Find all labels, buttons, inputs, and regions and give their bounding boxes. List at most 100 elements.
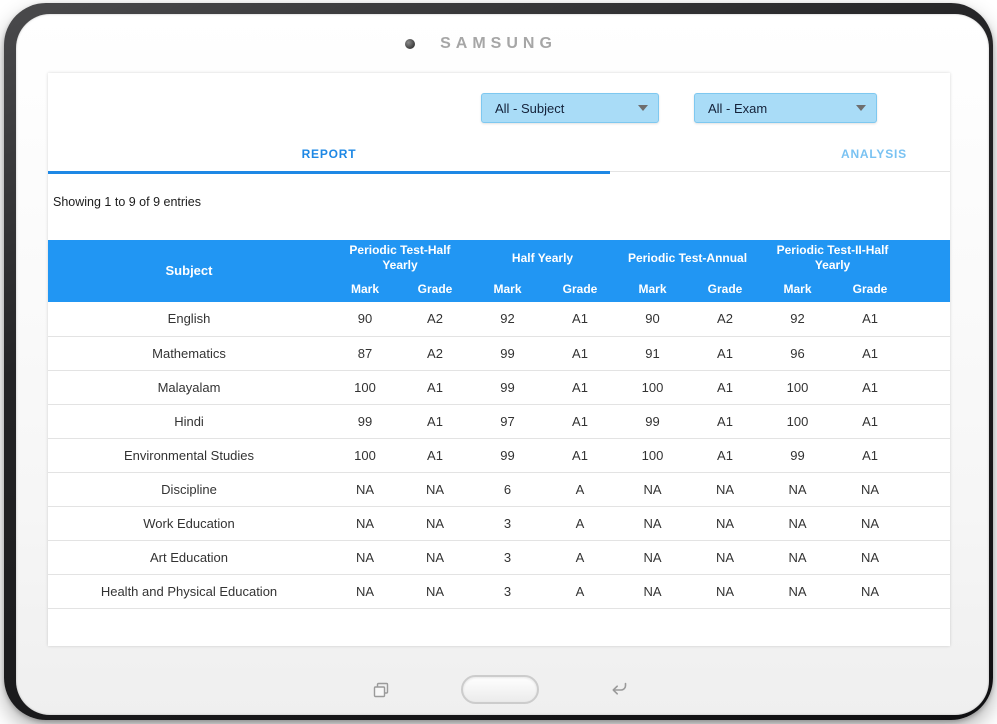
grade-cell: NA (400, 540, 470, 575)
recent-apps-button[interactable] (371, 680, 391, 700)
mark-cell: NA (760, 574, 836, 609)
subject-filter-dropdown[interactable]: All - Subject (481, 93, 659, 123)
table-row: Hindi 99 A1 97 A1 99 A1 100 A1 (48, 404, 950, 439)
app-screen: All - Subject All - Exam REPORT ANALYSIS… (48, 73, 950, 646)
grade-cell: A2 (400, 302, 470, 337)
mark-cell: 91 (615, 336, 690, 371)
grade-cell: A1 (835, 404, 906, 439)
table-body: English 90 A2 92 A1 90 A2 92 A1 Mathemat… (48, 302, 950, 609)
grade-header[interactable]: Grade (400, 276, 470, 302)
brand-logo: SAMSUNG (440, 35, 557, 52)
mark-cell: 99 (615, 404, 690, 439)
mark-cell: NA (330, 540, 400, 575)
mark-header[interactable]: Mark (760, 276, 836, 302)
grade-cell: NA (690, 506, 761, 541)
grade-cell: A (545, 574, 615, 609)
mark-cell: 6 (470, 472, 545, 507)
table-row: Discipline NA NA 6 A NA NA NA NA (48, 472, 950, 507)
exam-filter-dropdown[interactable]: All - Exam (694, 93, 877, 123)
grade-cell: A1 (545, 302, 615, 337)
grade-header[interactable]: Grade (835, 276, 906, 302)
mark-cell: 92 (760, 302, 836, 337)
grade-cell: A (545, 506, 615, 541)
grade-cell: A1 (835, 336, 906, 371)
mark-cell: 100 (615, 370, 690, 405)
mark-cell: 3 (470, 574, 545, 609)
mark-cell: 87 (330, 336, 400, 371)
column-group-periodic-test-ii-half-yearly: Periodic Test-II-Half Yearly (760, 240, 906, 276)
grade-cell: A1 (690, 404, 761, 439)
grade-cell: A1 (690, 370, 761, 405)
grade-cell: NA (835, 506, 906, 541)
home-button[interactable] (461, 675, 539, 704)
grade-cell: A1 (400, 404, 470, 439)
subject-cell: Work Education (48, 506, 330, 541)
grade-cell: NA (690, 574, 761, 609)
grade-cell: NA (690, 540, 761, 575)
row-spacer (905, 472, 950, 507)
table-row: Health and Physical Education NA NA 3 A … (48, 574, 950, 609)
subject-cell: Environmental Studies (48, 438, 330, 473)
mark-cell: 99 (330, 404, 400, 439)
table-row: Environmental Studies 100 A1 99 A1 100 A… (48, 438, 950, 473)
report-table: Subject Periodic Test-Half Yearly Half Y… (48, 240, 950, 609)
subject-cell: Health and Physical Education (48, 574, 330, 609)
grade-cell: A (545, 472, 615, 507)
mark-cell: 99 (470, 336, 545, 371)
grade-header[interactable]: Grade (690, 276, 761, 302)
mark-cell: 92 (470, 302, 545, 337)
column-group-periodic-test-half-yearly: Periodic Test-Half Yearly (330, 240, 470, 276)
row-spacer (905, 302, 950, 337)
subject-cell: Art Education (48, 540, 330, 575)
grade-cell: NA (400, 506, 470, 541)
table-row: Work Education NA NA 3 A NA NA NA NA (48, 506, 950, 541)
subject-cell: Discipline (48, 472, 330, 507)
tab-report[interactable]: REPORT (48, 135, 610, 174)
tab-analysis[interactable]: ANALYSIS (814, 135, 934, 172)
exam-filter-value: All - Exam (708, 100, 768, 116)
grade-header[interactable]: Grade (545, 276, 615, 302)
back-button[interactable] (609, 680, 629, 700)
row-spacer (905, 336, 950, 371)
mark-cell: NA (330, 506, 400, 541)
mark-cell: NA (760, 540, 836, 575)
mark-header[interactable]: Mark (615, 276, 690, 302)
tab-report-label: REPORT (301, 146, 357, 161)
grade-cell: A1 (835, 302, 906, 337)
grade-cell: A (545, 540, 615, 575)
table-row: English 90 A2 92 A1 90 A2 92 A1 (48, 302, 950, 337)
subject-cell: Malayalam (48, 370, 330, 405)
row-spacer (905, 540, 950, 575)
mark-header[interactable]: Mark (330, 276, 400, 302)
row-spacer (905, 438, 950, 473)
row-spacer (905, 506, 950, 541)
grade-cell: A1 (400, 438, 470, 473)
front-camera-icon (405, 39, 415, 49)
mark-cell: 100 (330, 370, 400, 405)
grade-cell: A1 (835, 370, 906, 405)
mark-cell: 100 (330, 438, 400, 473)
row-spacer (905, 574, 950, 609)
mark-cell: 3 (470, 506, 545, 541)
grade-cell: A1 (835, 438, 906, 473)
table-row: Art Education NA NA 3 A NA NA NA NA (48, 540, 950, 575)
grade-cell: A1 (400, 370, 470, 405)
mark-header[interactable]: Mark (470, 276, 545, 302)
grade-cell: NA (400, 472, 470, 507)
grade-cell: NA (835, 540, 906, 575)
mark-cell: 99 (470, 370, 545, 405)
mark-cell: 90 (330, 302, 400, 337)
mark-cell: 100 (760, 404, 836, 439)
grade-cell: A1 (545, 404, 615, 439)
mark-cell: NA (760, 506, 836, 541)
row-spacer (905, 370, 950, 405)
table-row: Malayalam 100 A1 99 A1 100 A1 100 A1 (48, 370, 950, 405)
mark-cell: 100 (615, 438, 690, 473)
mark-cell: NA (760, 472, 836, 507)
grade-cell: NA (835, 574, 906, 609)
column-group-half-yearly: Half Yearly (470, 240, 615, 276)
table-row: Mathematics 87 A2 99 A1 91 A1 96 A1 (48, 336, 950, 371)
active-tab-indicator (48, 171, 610, 174)
subject-cell: Hindi (48, 404, 330, 439)
column-header-subject[interactable]: Subject (48, 240, 330, 302)
